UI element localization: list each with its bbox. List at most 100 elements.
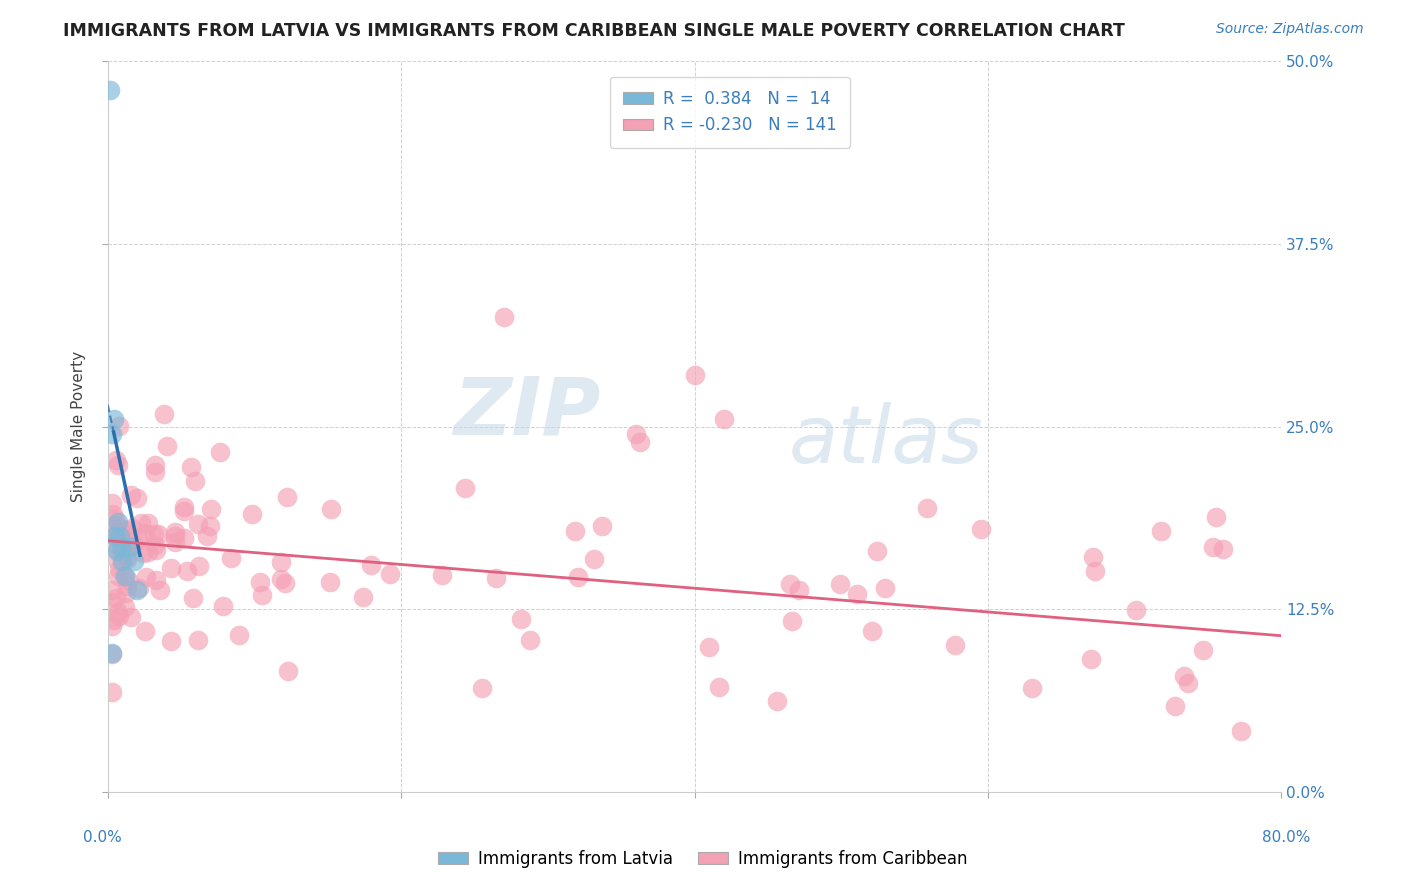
Point — [121, 521, 143, 535]
Point — [117, 573, 139, 587]
Point — [173, 531, 195, 545]
Point — [492, 310, 515, 324]
Point — [195, 529, 218, 543]
Point — [1230, 724, 1253, 739]
Point — [180, 460, 202, 475]
Point — [1212, 542, 1234, 557]
Point — [249, 575, 271, 590]
Point — [98, 83, 121, 97]
Point — [198, 518, 221, 533]
Point — [115, 586, 138, 600]
Point — [105, 453, 128, 467]
Point — [697, 640, 720, 654]
Point — [582, 551, 605, 566]
Point — [108, 562, 131, 576]
Point — [115, 549, 138, 564]
Point — [104, 591, 127, 606]
Point — [276, 491, 298, 505]
Point — [101, 647, 124, 661]
Point — [143, 466, 166, 480]
Point — [108, 521, 131, 535]
Point — [915, 500, 938, 515]
Point — [228, 628, 250, 642]
Point — [1177, 676, 1199, 690]
Point — [766, 694, 789, 708]
Point — [1021, 681, 1043, 695]
Point — [277, 665, 299, 679]
Point — [628, 435, 651, 450]
Point — [114, 523, 136, 537]
Point — [149, 583, 172, 598]
Point — [159, 633, 181, 648]
Point — [134, 624, 156, 638]
Point — [103, 525, 125, 540]
Point — [120, 610, 142, 624]
Point — [114, 535, 136, 549]
Legend: R =  0.384   N =  14, R = -0.230   N = 141: R = 0.384 N = 14, R = -0.230 N = 141 — [610, 77, 851, 148]
Text: Source: ZipAtlas.com: Source: ZipAtlas.com — [1216, 22, 1364, 37]
Point — [787, 583, 810, 598]
Point — [101, 618, 124, 632]
Point — [591, 518, 613, 533]
Point — [188, 559, 211, 574]
Point — [1202, 540, 1225, 554]
Point — [187, 632, 209, 647]
Point — [969, 522, 991, 536]
Point — [101, 527, 124, 541]
Point — [163, 528, 186, 542]
Text: ZIP: ZIP — [453, 373, 600, 451]
Point — [107, 605, 129, 619]
Point — [183, 474, 205, 488]
Point — [519, 633, 541, 648]
Point — [846, 587, 869, 601]
Point — [219, 550, 242, 565]
Point — [454, 481, 477, 495]
Point — [270, 573, 292, 587]
Point — [115, 579, 138, 593]
Text: 0.0%: 0.0% — [83, 830, 122, 845]
Point — [485, 571, 508, 585]
Point — [152, 407, 174, 421]
Point — [780, 614, 803, 628]
Point — [509, 612, 531, 626]
Point — [107, 515, 129, 529]
Point — [143, 458, 166, 472]
Point — [860, 624, 883, 639]
Point — [117, 527, 139, 541]
Text: 80.0%: 80.0% — [1263, 830, 1310, 845]
Point — [104, 529, 127, 543]
Point — [129, 516, 152, 530]
Point — [127, 583, 149, 598]
Point — [564, 524, 586, 538]
Point — [160, 561, 183, 575]
Point — [105, 542, 128, 557]
Point — [1164, 698, 1187, 713]
Point — [111, 554, 134, 568]
Point — [132, 546, 155, 560]
Point — [101, 521, 124, 535]
Point — [108, 418, 131, 433]
Point — [270, 555, 292, 569]
Point — [319, 575, 342, 590]
Point — [1173, 668, 1195, 682]
Point — [107, 569, 129, 583]
Point — [127, 533, 149, 547]
Legend: Immigrants from Latvia, Immigrants from Caribbean: Immigrants from Latvia, Immigrants from … — [432, 844, 974, 875]
Point — [240, 507, 263, 521]
Point — [274, 576, 297, 591]
Point — [156, 440, 179, 454]
Point — [1081, 550, 1104, 565]
Point — [380, 566, 402, 581]
Point — [101, 534, 124, 549]
Point — [779, 577, 801, 591]
Point — [135, 570, 157, 584]
Point — [101, 517, 124, 532]
Point — [163, 534, 186, 549]
Point — [125, 491, 148, 505]
Point — [709, 680, 731, 694]
Point — [352, 590, 374, 604]
Point — [104, 511, 127, 525]
Text: IMMIGRANTS FROM LATVIA VS IMMIGRANTS FROM CARIBBEAN SINGLE MALE POVERTY CORRELAT: IMMIGRANTS FROM LATVIA VS IMMIGRANTS FRO… — [63, 22, 1125, 40]
Point — [101, 685, 124, 699]
Point — [432, 567, 454, 582]
